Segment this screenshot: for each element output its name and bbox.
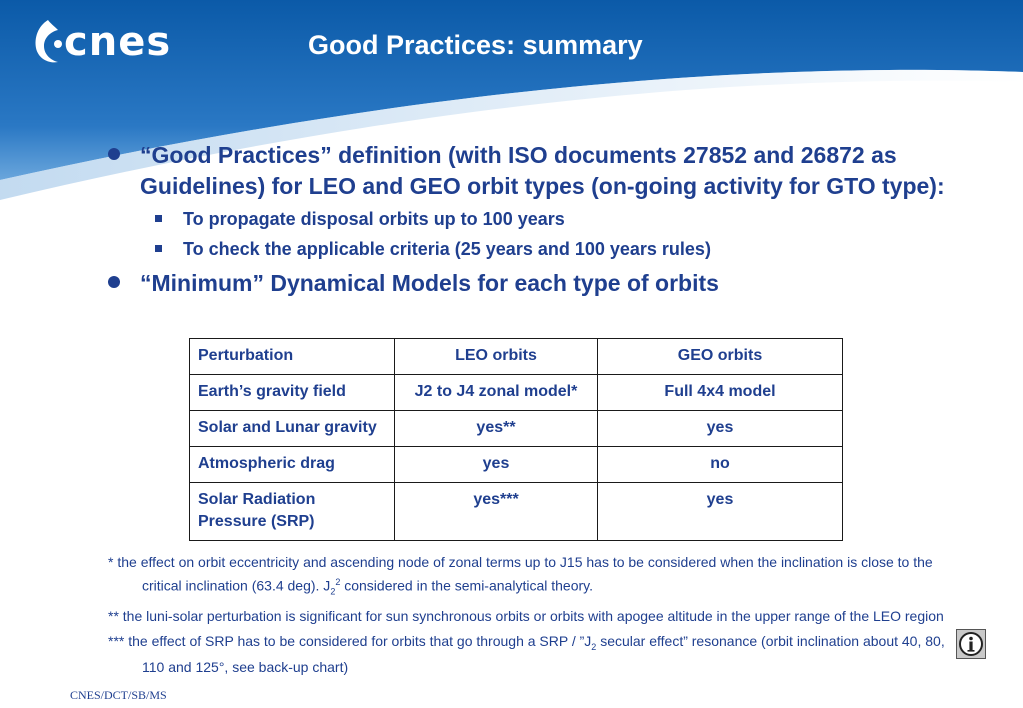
bullet-list: “Good Practices” definition (with ISO do… [108,140,988,299]
table-header-cell: GEO orbits [597,338,843,375]
table-cell: no [597,446,843,483]
info-icon [959,632,983,656]
table-cell: yes [394,446,598,483]
square-bullet-icon [155,245,162,252]
footnote-3: *** the effect of SRP has to be consider… [108,631,968,677]
table-cell: yes** [394,410,598,447]
footnote-text: *** the effect of SRP has to be consider… [108,633,592,650]
bullet-text: “Good Practices” definition (with ISO do… [140,142,945,199]
bullet-dot-icon [108,276,120,288]
cnes-logo [35,20,62,63]
footnote-text: secular effect” resonance (orbit inclina… [142,633,945,676]
bullet-text: “Minimum” Dynamical Models for each type… [140,270,719,296]
bullet-item: “Minimum” Dynamical Models for each type… [108,268,988,299]
footnote-text: considered in the semi-analytical theory… [340,577,593,594]
subscript: 2 [330,586,336,597]
logo-text: cnes [64,19,172,65]
table-row: Solar and Lunar gravity yes** yes [189,410,843,447]
table-header-cell: Perturbation [189,338,395,375]
dynamical-models-table: Perturbation LEO orbits GEO orbits Earth… [189,338,843,541]
table-cell: Solar Radiation Pressure (SRP) [189,482,395,541]
table-cell: Solar and Lunar gravity [189,410,395,447]
subscript: 2 [591,642,597,653]
sub-bullet-text: To check the applicable criteria (25 yea… [183,239,711,259]
sub-bullet-text: To propagate disposal orbits up to 100 y… [183,209,565,229]
table-header-cell: LEO orbits [394,338,598,375]
header-background [0,0,1023,200]
table-cell: yes*** [394,482,598,541]
footer-text: CNES/DCT/SB/MS [70,688,167,702]
superscript: 2 [335,577,341,587]
table-cell: Earth’s gravity field [189,374,395,411]
table-cell: yes [597,410,843,447]
footnotes: * the effect on orbit eccentricity and a… [108,552,968,682]
table-row: Earth’s gravity field J2 to J4 zonal mod… [189,374,843,411]
bullet-dot-icon [108,148,120,160]
table-header-row: Perturbation LEO orbits GEO orbits [189,338,843,375]
info-button[interactable] [956,629,986,659]
table-cell: Full 4x4 model [597,374,843,411]
table-cell: Atmospheric drag [189,446,395,483]
bullet-item: “Good Practices” definition (with ISO do… [108,140,988,202]
sub-bullet-item: To propagate disposal orbits up to 100 y… [108,204,988,234]
table-cell: yes [597,482,843,541]
footnote-1: * the effect on orbit eccentricity and a… [108,552,968,601]
table-row: Solar Radiation Pressure (SRP) yes*** ye… [189,482,843,541]
footnote-2: ** the luni-solar perturbation is signif… [108,608,944,625]
table-row: Atmospheric drag yes no [189,446,843,483]
sub-bullet-item: To check the applicable criteria (25 yea… [108,234,988,264]
table-cell: J2 to J4 zonal model* [394,374,598,411]
square-bullet-icon [155,215,162,222]
footnote-text: * the effect on orbit eccentricity and a… [108,554,933,594]
slide-title: Good Practices: summary [308,30,643,60]
